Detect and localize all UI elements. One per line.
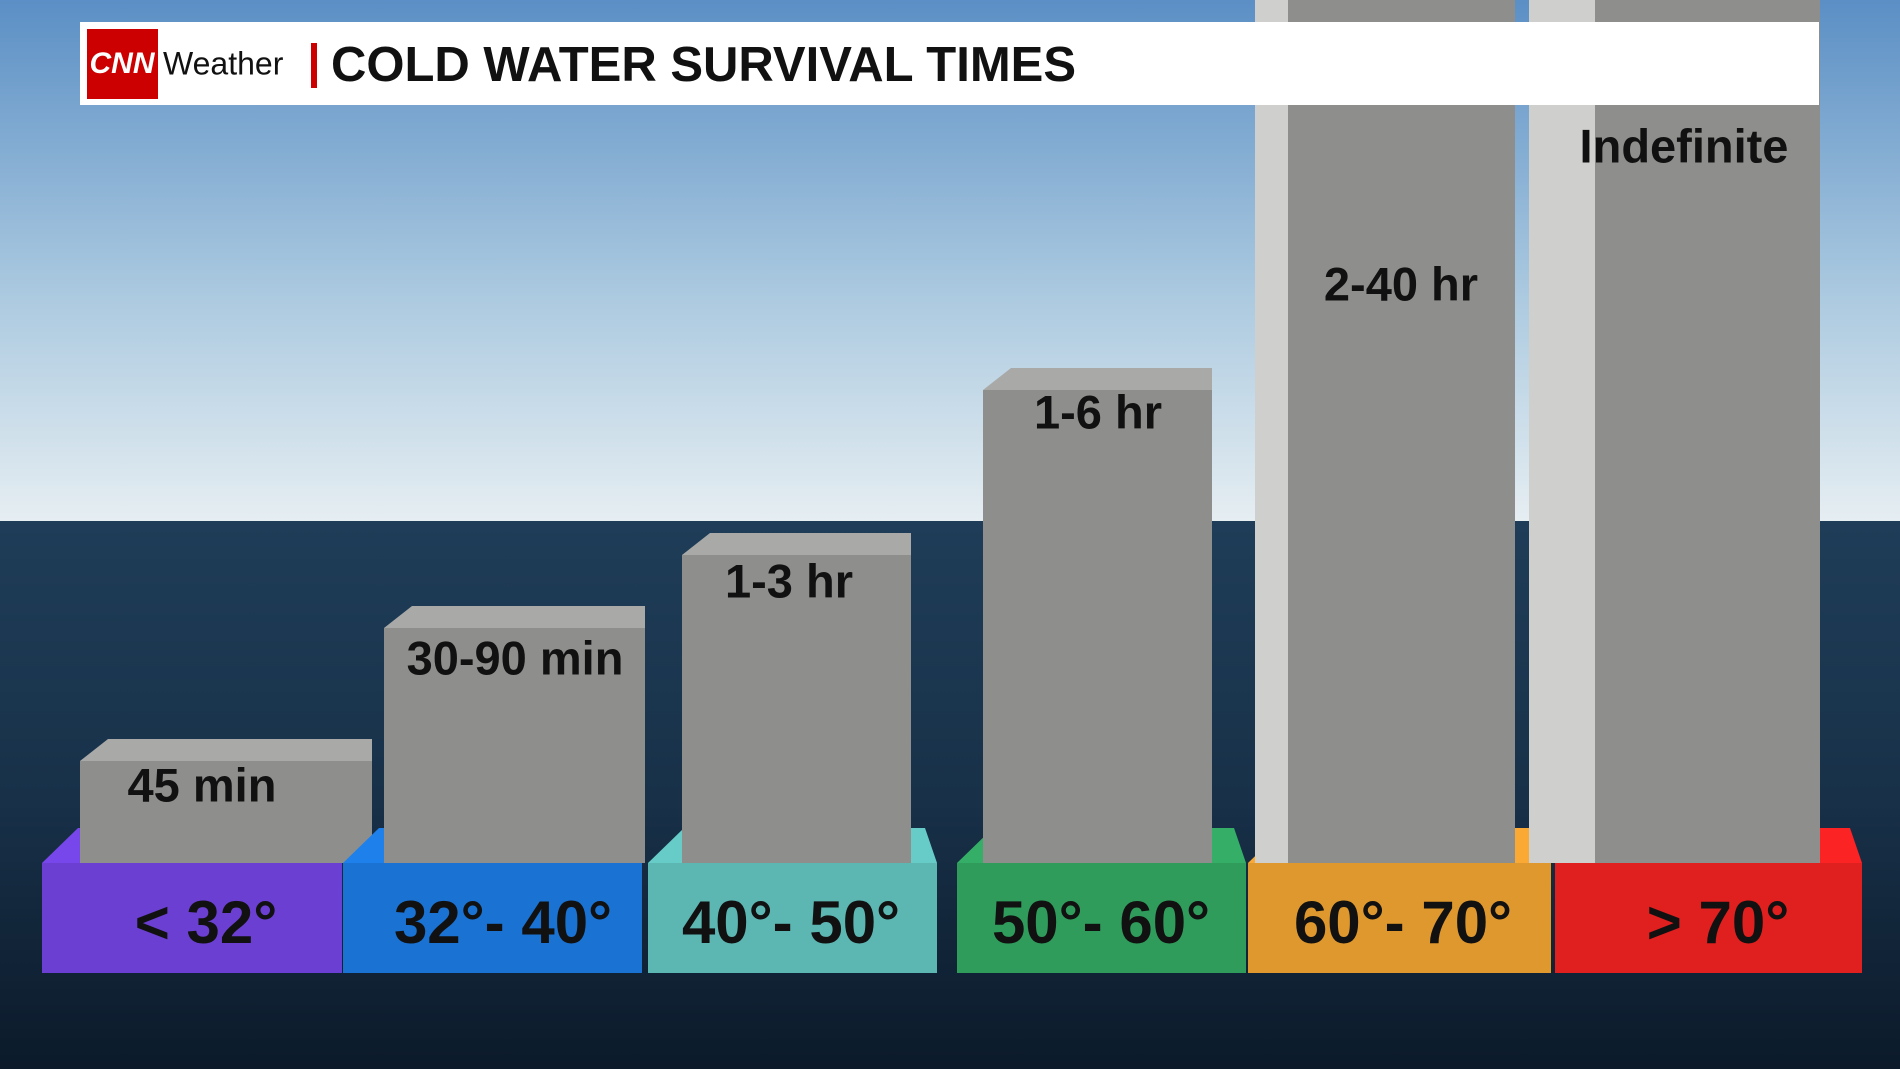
header-bar — [80, 22, 1819, 105]
block-front — [983, 390, 1212, 863]
water-temperature: < 32° — [135, 889, 277, 956]
bars: 45 min < 32° 30-90 min 32°- 40° 1-3 hr 40°- 5… — [42, 0, 1862, 973]
survival-time: Indefinite — [1580, 119, 1789, 172]
water-temperature: 40°- 50° — [682, 889, 900, 956]
block-top — [80, 739, 372, 761]
brand: Weather — [163, 45, 284, 81]
block-top — [384, 606, 645, 628]
water-temperature: 50°- 60° — [992, 889, 1210, 956]
block-side — [1529, 0, 1595, 863]
water-temperature: > 70° — [1647, 889, 1789, 956]
block-front — [1595, 0, 1820, 863]
logo: CNN — [90, 47, 156, 80]
survival-time: 45 min — [128, 758, 277, 811]
survival-time: 1-6 hr — [1034, 385, 1162, 438]
block-front — [80, 761, 372, 863]
logo-box — [87, 29, 158, 99]
title: COLD WATER SURVIVAL TIMES — [331, 38, 1076, 92]
survival-time: 2-40 hr — [1324, 257, 1478, 310]
water-temperature: 60°- 70° — [1294, 889, 1512, 956]
survival-time: 30-90 min — [407, 631, 624, 684]
pedestal-front — [957, 863, 1246, 973]
block-front — [384, 628, 645, 863]
block-front — [682, 555, 911, 863]
block-top — [682, 533, 911, 555]
pedestal-front — [1555, 863, 1862, 973]
water-temperature: 32°- 40° — [394, 889, 612, 956]
block-top — [983, 368, 1212, 390]
survival-time: 1-3 hr — [725, 554, 853, 607]
header: CNN Weather COLD WATER SURVIVAL TIMES — [80, 22, 1819, 105]
pedestal-front — [343, 863, 642, 973]
block-side — [1255, 0, 1288, 863]
pedestal-front — [1248, 863, 1551, 973]
divider — [311, 43, 317, 88]
pedestal-front — [648, 863, 937, 973]
block-front — [1288, 0, 1515, 863]
pedestal-front — [42, 863, 342, 973]
